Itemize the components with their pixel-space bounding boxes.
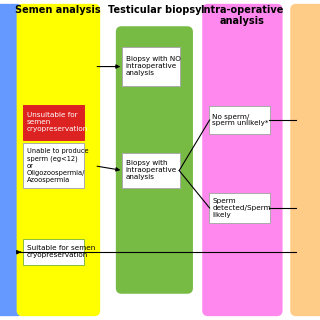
- FancyBboxPatch shape: [122, 153, 180, 188]
- Text: Intra-operative
analysis: Intra-operative analysis: [201, 5, 284, 27]
- FancyBboxPatch shape: [17, 4, 100, 316]
- Text: Testicular biopsy: Testicular biopsy: [108, 5, 201, 15]
- Text: Unable to produce
sperm (eg<12)
or
Oligozoospermia/
Azoospermia: Unable to produce sperm (eg<12) or Oligo…: [27, 148, 88, 183]
- Text: Suitable for semen
cryopreservation: Suitable for semen cryopreservation: [27, 245, 95, 259]
- Text: Biopsy with
intraoperative
analysis: Biopsy with intraoperative analysis: [126, 160, 177, 180]
- FancyBboxPatch shape: [23, 105, 84, 140]
- FancyBboxPatch shape: [209, 106, 270, 134]
- FancyBboxPatch shape: [122, 47, 180, 86]
- Text: Sperm
detected/Sperm
likely: Sperm detected/Sperm likely: [212, 198, 271, 218]
- Text: No sperm/
sperm unlikely*: No sperm/ sperm unlikely*: [212, 114, 269, 126]
- Text: Semen analysis: Semen analysis: [15, 5, 101, 15]
- Text: Biopsy with NO
intraoperative
analysis: Biopsy with NO intraoperative analysis: [126, 56, 180, 76]
- FancyBboxPatch shape: [0, 4, 23, 316]
- Text: Unsuitable for
semen
cryopreservation: Unsuitable for semen cryopreservation: [27, 112, 88, 132]
- FancyBboxPatch shape: [116, 26, 193, 294]
- FancyBboxPatch shape: [290, 4, 320, 316]
- FancyBboxPatch shape: [209, 193, 270, 223]
- FancyBboxPatch shape: [202, 4, 283, 316]
- FancyBboxPatch shape: [23, 239, 84, 265]
- FancyBboxPatch shape: [23, 143, 84, 188]
